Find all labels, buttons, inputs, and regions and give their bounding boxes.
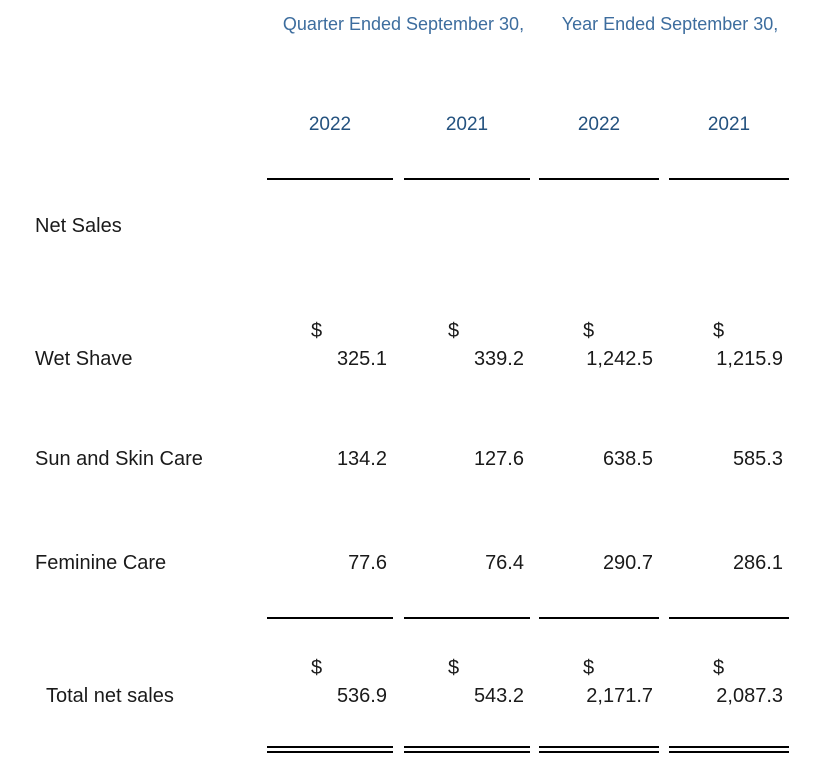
header-rule-row [0, 178, 789, 180]
value-cell: $ 325.1 [267, 317, 393, 373]
total-double-rule [669, 746, 789, 753]
dollar-sign: $ [311, 320, 323, 342]
header-rule [404, 178, 530, 180]
value: 134.2 [336, 448, 387, 470]
value-cell: 134.2 [267, 445, 393, 473]
subtotal-rule [404, 617, 530, 619]
total-double-rule [404, 746, 530, 753]
dollar-sign: $ [583, 320, 595, 342]
value: 76.4 [485, 552, 524, 574]
section-header: Net Sales [35, 215, 122, 237]
value-cell: $ 339.2 [404, 317, 530, 373]
value-cell: $ 543.2 [404, 654, 530, 710]
table-row-sun-skin-care: Sun and Skin Care 134.2 127.6 638.5 585.… [0, 445, 789, 473]
header-rule [539, 178, 659, 180]
table-row-feminine-care: Feminine Care 77.6 76.4 290.7 286.1 [0, 549, 789, 577]
value-cell: $ 2,087.3 [669, 654, 789, 710]
value-cell: 638.5 [539, 445, 659, 473]
row-label: Feminine Care [35, 552, 167, 574]
value: 536.9 [336, 685, 387, 707]
value: 286.1 [732, 552, 783, 574]
subtotal-rule [267, 617, 393, 619]
dollar-sign: $ [713, 320, 725, 342]
value: 1,215.9 [716, 348, 783, 370]
year-header-y-2021: 2021 [707, 114, 751, 135]
value: 543.2 [473, 685, 524, 707]
value-cell: $ 2,171.7 [539, 654, 659, 710]
row-label: Sun and Skin Care [35, 448, 203, 470]
value-cell: 77.6 [267, 549, 393, 577]
value-cell: 127.6 [404, 445, 530, 473]
quarter-period-header: Quarter Ended September 30, [282, 14, 525, 34]
header-rule [669, 178, 789, 180]
period-header-row: Quarter Ended September 30, Year Ended S… [0, 10, 789, 38]
row-label: Total net sales [46, 685, 174, 707]
dollar-sign: $ [713, 657, 725, 679]
value-cell: 286.1 [669, 549, 789, 577]
value: 638.5 [602, 448, 653, 470]
value-cell: 585.3 [669, 445, 789, 473]
table-row-wet-shave: Wet Shave $ 325.1 $ 339.2 $ 1,242.5 $ 1,… [0, 317, 789, 373]
table-row-total-net-sales: Total net sales $ 536.9 $ 543.2 $ 2,171.… [0, 654, 789, 710]
total-double-rule [539, 746, 659, 753]
section-header-row: Net Sales [0, 212, 789, 240]
value: 585.3 [732, 448, 783, 470]
total-double-rule [267, 746, 393, 753]
row-label: Wet Shave [35, 348, 133, 370]
value-cell: $ 1,242.5 [539, 317, 659, 373]
value: 2,171.7 [586, 685, 653, 707]
header-rule [267, 178, 393, 180]
subtotal-rule-row [0, 617, 789, 619]
year-header-q-2021: 2021 [445, 114, 489, 135]
year-header-q-2022: 2022 [308, 114, 352, 135]
total-rule-row [0, 746, 789, 753]
value: 1,242.5 [586, 348, 653, 370]
dollar-sign: $ [583, 657, 595, 679]
value-cell: 290.7 [539, 549, 659, 577]
value: 77.6 [348, 552, 387, 574]
year-header-row: 2022 2021 2022 2021 [0, 111, 789, 139]
value: 325.1 [336, 348, 387, 370]
value: 339.2 [473, 348, 524, 370]
value-cell: $ 536.9 [267, 654, 393, 710]
value: 127.6 [473, 448, 524, 470]
value-cell: 76.4 [404, 549, 530, 577]
dollar-sign: $ [311, 657, 323, 679]
value: 2,087.3 [716, 685, 783, 707]
subtotal-rule [669, 617, 789, 619]
year-header-y-2022: 2022 [577, 114, 621, 135]
year-period-header: Year Ended September 30, [561, 14, 779, 34]
dollar-sign: $ [448, 657, 460, 679]
value-cell: $ 1,215.9 [669, 317, 789, 373]
dollar-sign: $ [448, 320, 460, 342]
value: 290.7 [602, 552, 653, 574]
subtotal-rule [539, 617, 659, 619]
